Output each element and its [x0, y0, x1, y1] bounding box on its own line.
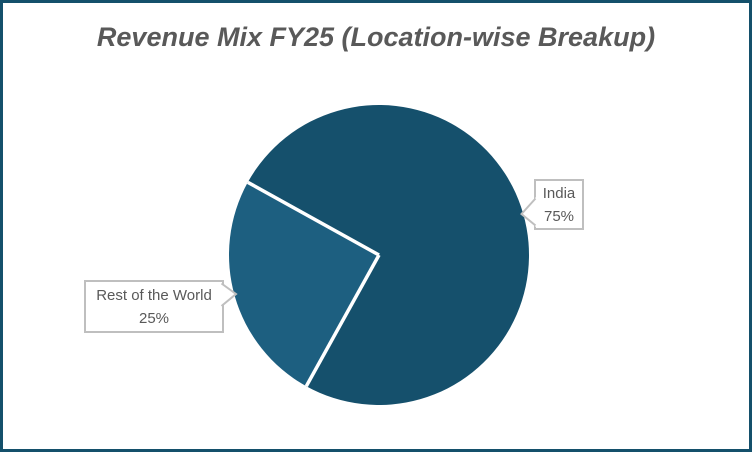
data-label-category: India	[542, 185, 576, 202]
slice-separator-line	[246, 180, 380, 257]
slice-separator-line	[304, 254, 381, 388]
pie-slice-rest-of-the-world	[229, 182, 379, 387]
data-label-percentage: 25%	[138, 310, 170, 327]
pie-slice-india	[247, 104, 530, 405]
data-label-percentage: 75%	[543, 208, 575, 225]
data-label-callout-rest-of-the-world: Rest of the World 25%	[84, 280, 224, 333]
chart-title: Revenue Mix FY25 (Location-wise Breakup)	[96, 22, 656, 52]
data-label-callout-india: India 75%	[534, 179, 584, 230]
pie-slices	[229, 104, 530, 405]
pie-slice-separators	[246, 180, 381, 388]
data-label-category: Rest of the World	[96, 287, 212, 304]
pie-chart	[229, 104, 530, 405]
